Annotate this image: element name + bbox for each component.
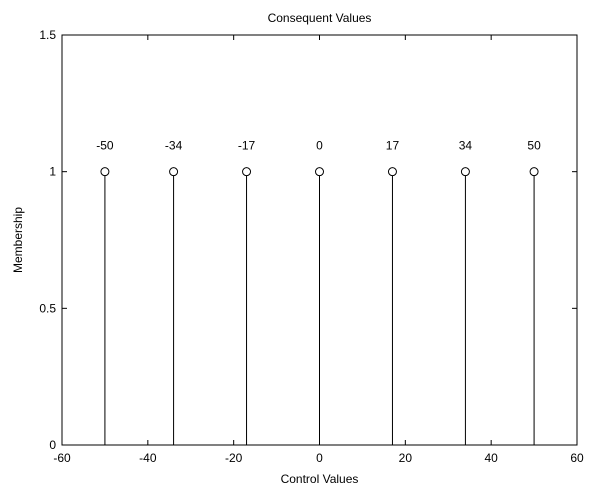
x-tick-label: 20 [399,451,413,465]
stem-marker [315,167,324,177]
stem-marker [460,167,470,177]
stem-marker [169,167,179,177]
y-axis-label: Membership [11,207,25,273]
x-tick-label: -60 [53,451,71,465]
point-label: 50 [527,139,541,153]
x-tick-label: 0 [316,451,323,465]
stem-marker [100,167,110,177]
y-tick-label: 0.5 [39,301,56,315]
y-tick-label: 1.5 [39,28,56,42]
point-label: 34 [459,139,473,153]
stem-marker [387,167,397,177]
x-tick-label: 40 [484,451,498,465]
x-tick-label: -20 [225,451,243,465]
point-label: -50 [96,139,114,153]
point-label: 17 [386,139,400,153]
stem-marker [242,167,252,177]
y-tick-label: 1 [49,165,56,179]
point-label: -17 [238,139,256,153]
x-axis-label: Control Values [281,472,359,486]
point-label: 0 [316,139,323,153]
x-tick-label: -40 [139,451,157,465]
y-tick-label: 0 [49,438,56,452]
point-label: -34 [165,139,183,153]
chart-title: Consequent Values [268,11,372,25]
x-tick-label: 60 [570,451,584,465]
stem-marker [529,167,539,177]
